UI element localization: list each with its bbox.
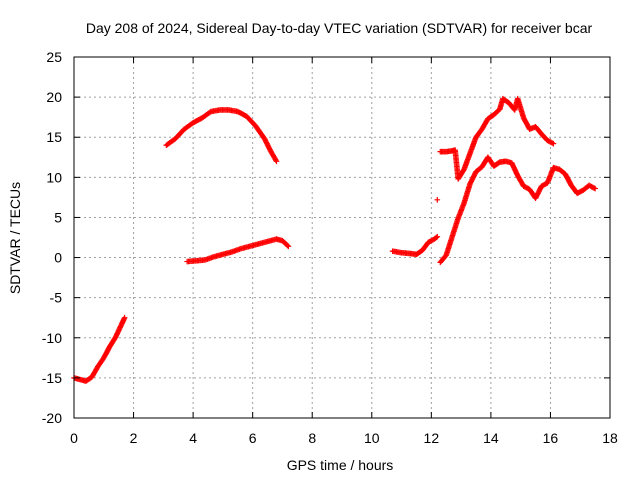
series-segment-2: [163, 107, 280, 165]
series-segment-4: [389, 233, 441, 258]
data-point: [549, 140, 556, 146]
data-point: [591, 185, 597, 191]
data-point: [284, 242, 291, 249]
series-segment-5-upper: [434, 95, 557, 203]
x-tick-label: 8: [308, 430, 316, 446]
data-point: [273, 158, 280, 165]
y-tick-label: 10: [46, 169, 62, 185]
y-tick-label: -5: [50, 290, 63, 306]
axis-ticks: [73, 56, 611, 419]
x-tick-label: 12: [424, 430, 440, 446]
y-tick-label: -10: [42, 330, 62, 346]
x-tick-label: 0: [70, 430, 78, 446]
y-tick-label: 20: [46, 89, 62, 105]
y-tick-label: -20: [42, 410, 62, 426]
y-tick-label: -15: [42, 370, 62, 386]
x-tick-labels: 0 2 4 6 8 10 12 14 16 18: [70, 430, 618, 446]
data-point: [433, 234, 440, 241]
data-point: [285, 243, 292, 250]
x-axis-label: GPS time / hours: [287, 457, 394, 473]
data-point: [434, 233, 441, 240]
data-point: [550, 140, 557, 147]
x-tick-label: 4: [189, 430, 197, 446]
data-point: [434, 196, 441, 203]
plot-frame: [73, 56, 611, 419]
grid: [74, 57, 610, 418]
y-tick-label: 25: [46, 49, 62, 65]
x-tick-label: 16: [543, 430, 559, 446]
x-tick-label: 10: [364, 430, 380, 446]
series-segment-1: [71, 314, 128, 384]
y-tick-label: 0: [54, 250, 62, 266]
chart-title: Day 208 of 2024, Sidereal Day-to-day VTE…: [86, 20, 593, 36]
y-tick-label: 5: [54, 209, 62, 225]
data-series: [71, 95, 598, 384]
y-tick-label: 15: [46, 129, 62, 145]
data-point: [121, 314, 128, 321]
y-tick-labels: -20 -15 -10 -5 0 5 10 15 20 25: [42, 49, 62, 426]
data-point: [273, 157, 279, 163]
data-point: [592, 185, 598, 192]
x-tick-label: 2: [130, 430, 138, 446]
x-tick-label: 6: [249, 430, 257, 446]
series-segment-3: [184, 236, 292, 265]
x-tick-label: 14: [483, 430, 499, 446]
series-segment-5-lower: [437, 154, 598, 266]
x-tick-label: 18: [602, 430, 618, 446]
y-axis-label: SDTVAR / TECUs: [7, 182, 23, 294]
